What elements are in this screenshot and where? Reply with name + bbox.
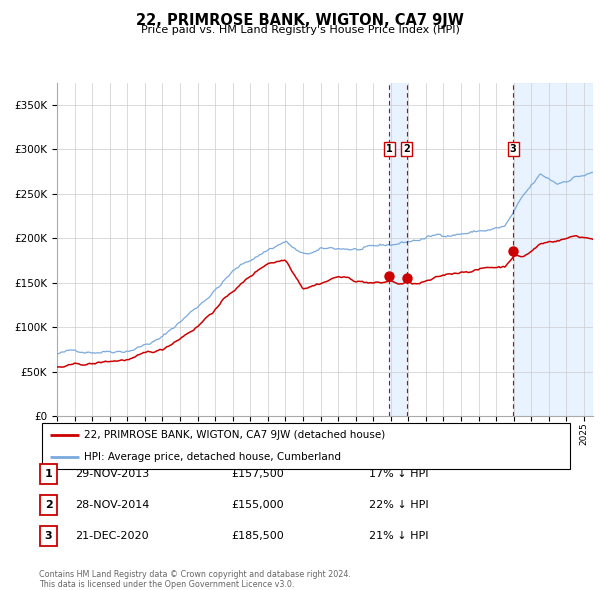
Bar xyxy=(389,83,407,416)
Text: Price paid vs. HM Land Registry's House Price Index (HPI): Price paid vs. HM Land Registry's House … xyxy=(140,25,460,35)
Text: 2: 2 xyxy=(45,500,52,510)
Bar xyxy=(513,83,593,416)
Text: 22, PRIMROSE BANK, WIGTON, CA7 9JW: 22, PRIMROSE BANK, WIGTON, CA7 9JW xyxy=(136,13,464,28)
Text: HPI: Average price, detached house, Cumberland: HPI: Average price, detached house, Cumb… xyxy=(84,451,341,461)
Text: 21-DEC-2020: 21-DEC-2020 xyxy=(75,531,149,540)
Text: £157,500: £157,500 xyxy=(231,470,284,479)
Text: 29-NOV-2013: 29-NOV-2013 xyxy=(75,470,149,479)
FancyBboxPatch shape xyxy=(40,526,57,546)
Text: 1: 1 xyxy=(386,145,392,154)
Text: £155,000: £155,000 xyxy=(231,500,284,510)
FancyBboxPatch shape xyxy=(42,423,570,469)
Text: 2: 2 xyxy=(403,145,410,154)
Text: 22% ↓ HPI: 22% ↓ HPI xyxy=(369,500,428,510)
FancyBboxPatch shape xyxy=(40,495,57,515)
Text: £185,500: £185,500 xyxy=(231,531,284,540)
Text: 1: 1 xyxy=(45,470,52,479)
Text: Contains HM Land Registry data © Crown copyright and database right 2024.
This d: Contains HM Land Registry data © Crown c… xyxy=(39,570,351,589)
Text: 3: 3 xyxy=(510,145,517,154)
Text: 22, PRIMROSE BANK, WIGTON, CA7 9JW (detached house): 22, PRIMROSE BANK, WIGTON, CA7 9JW (deta… xyxy=(84,431,385,441)
Text: 28-NOV-2014: 28-NOV-2014 xyxy=(75,500,149,510)
Text: 3: 3 xyxy=(45,531,52,540)
FancyBboxPatch shape xyxy=(40,464,57,484)
Text: 21% ↓ HPI: 21% ↓ HPI xyxy=(369,531,428,540)
Text: 17% ↓ HPI: 17% ↓ HPI xyxy=(369,470,428,479)
